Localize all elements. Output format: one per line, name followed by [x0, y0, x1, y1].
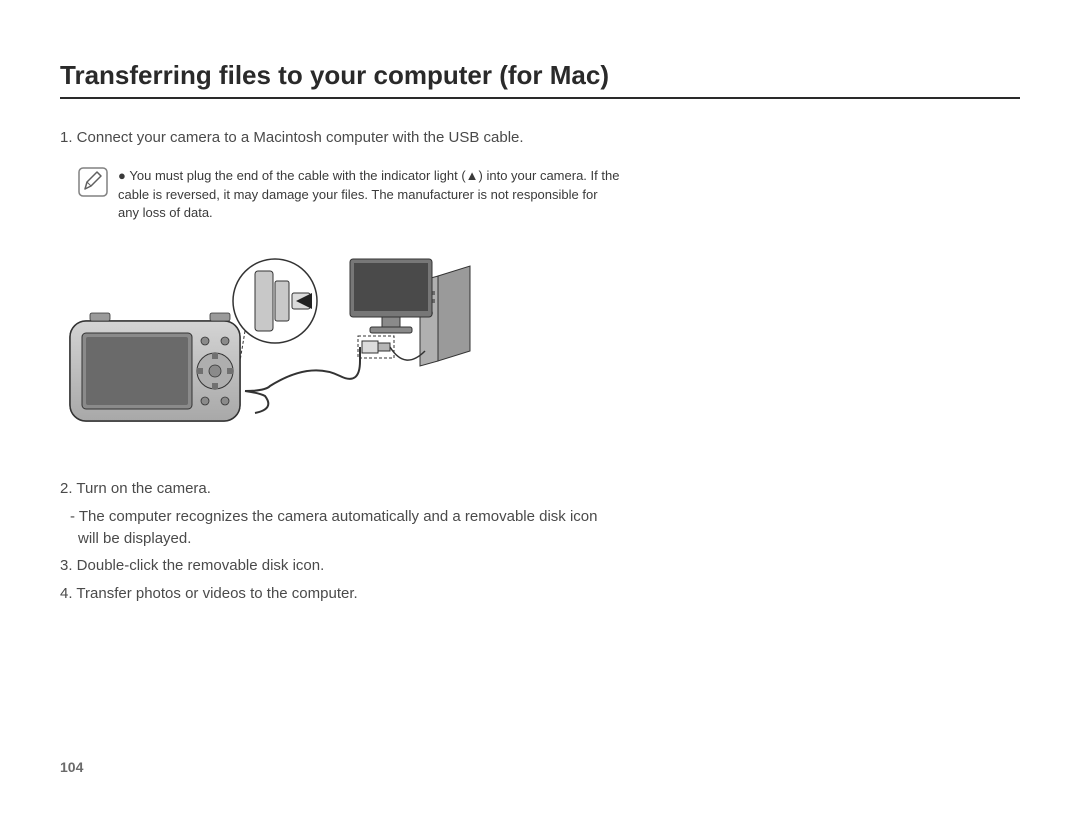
note-icon: [78, 167, 108, 204]
pencil-note-icon: [78, 167, 108, 197]
port-detail-icon: [233, 259, 317, 361]
step-1: 1. Connect your camera to a Macintosh co…: [60, 127, 620, 149]
camera-icon: [70, 313, 240, 421]
note-bullet: ●: [118, 167, 126, 186]
manual-page: Transferring files to your computer (for…: [0, 0, 1080, 815]
step-2: 2. Turn on the camera.: [60, 478, 620, 500]
step-4: 4. Transfer photos or videos to the comp…: [60, 583, 620, 605]
usb-cable-icon: [245, 336, 394, 413]
note-text: ● You must plug the end of the cable wit…: [118, 167, 620, 224]
content-column: 1. Connect your camera to a Macintosh co…: [60, 127, 620, 605]
step-2-sub: - The computer recognizes the camera aut…: [60, 506, 620, 550]
camera-to-computer-diagram: [60, 241, 480, 441]
note-block: ● You must plug the end of the cable wit…: [78, 167, 620, 224]
step-3: 3. Double-click the removable disk icon.: [60, 555, 620, 577]
page-number: 104: [60, 759, 83, 775]
note-body: You must plug the end of the cable with …: [118, 168, 619, 221]
connection-illustration: [60, 241, 620, 448]
page-title: Transferring files to your computer (for…: [60, 60, 1020, 99]
